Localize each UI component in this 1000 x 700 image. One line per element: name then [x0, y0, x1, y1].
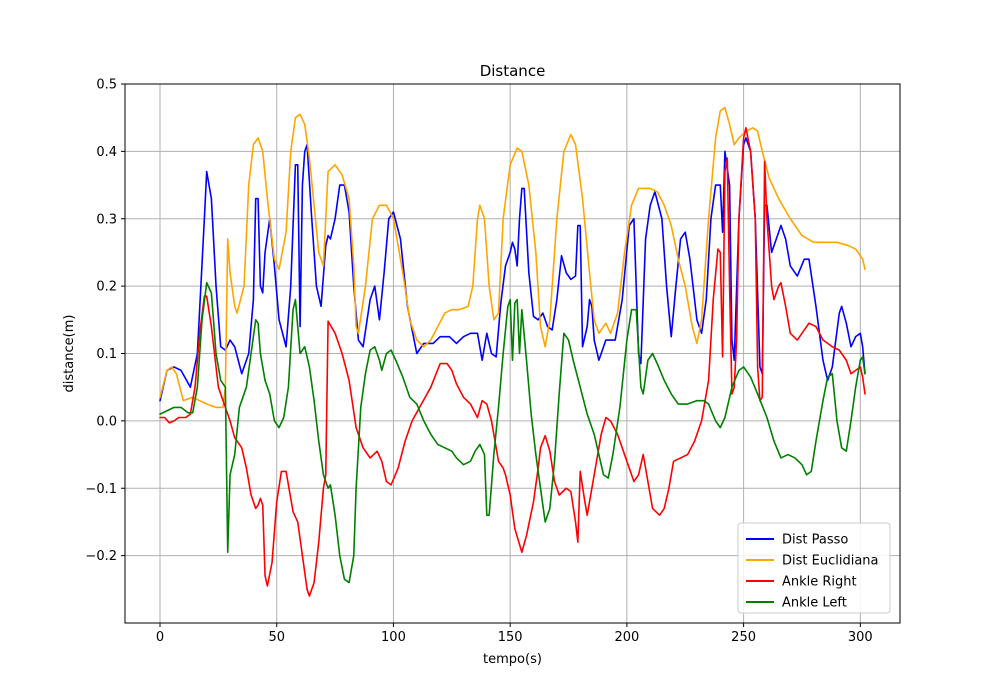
- y-tick-label: 0.4: [96, 145, 117, 160]
- x-tick-label: 150: [498, 630, 523, 645]
- legend-label-ankle-right: Ankle Right: [782, 575, 857, 590]
- x-tick-label: 200: [614, 630, 639, 645]
- x-tick-label: 300: [848, 630, 873, 645]
- legend-box: [737, 522, 891, 614]
- y-tick-label: 0.5: [96, 78, 117, 93]
- y-tick-label: −0.2: [85, 549, 117, 564]
- x-tick-label: 50: [268, 630, 285, 645]
- series-line-dist-euclidiana: [159, 106, 866, 409]
- axis-ticks: 0 50 100 150 200 250 300 −0.2 −0.1 0.0 0.1 0.2 0.3 0.…: [85, 78, 872, 646]
- y-tick-label: 0.1: [96, 347, 117, 362]
- x-axis-label: tempo(s): [483, 652, 542, 667]
- y-tick-label: 0.3: [96, 212, 117, 227]
- x-tick-label: 250: [731, 630, 756, 645]
- legend-label-ankle-left: Ankle Left: [782, 596, 847, 611]
- x-tick-label: 100: [381, 630, 406, 645]
- legend: Dist Passo Dist Euclidiana Ankle Right Ankl…: [737, 522, 891, 614]
- legend-label-dist-passo: Dist Passo: [782, 533, 848, 548]
- y-tick-label: 0.0: [96, 414, 117, 429]
- series-lines: [159, 106, 866, 597]
- y-tick-label: −0.1: [85, 482, 117, 497]
- legend-label-dist-euclidiana: Dist Euclidiana: [782, 554, 878, 569]
- y-tick-label: 0.2: [96, 280, 117, 295]
- chart-title: Distance: [480, 62, 546, 80]
- series-line-ankle-left: [159, 281, 866, 584]
- x-tick-label: 0: [156, 630, 164, 645]
- y-axis-label: distance(m): [62, 315, 77, 393]
